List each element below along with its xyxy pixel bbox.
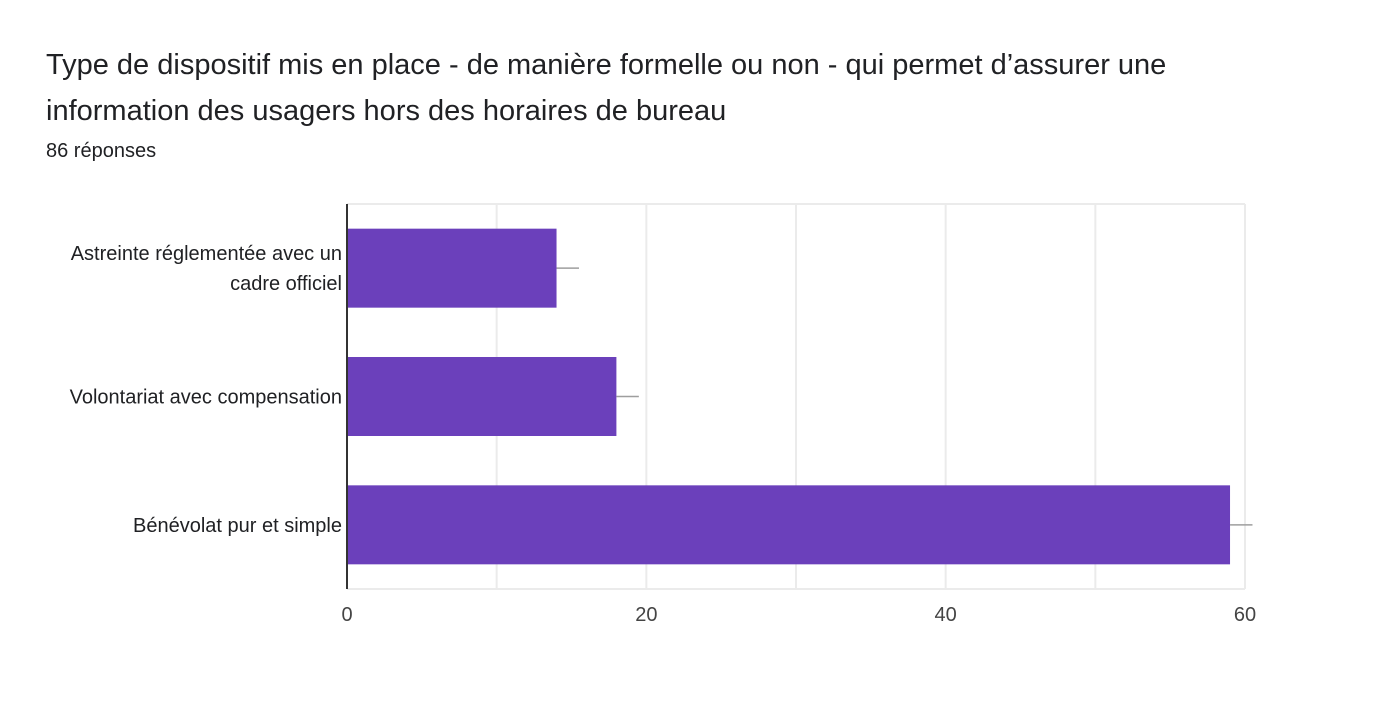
bar-3	[347, 485, 1231, 565]
category-label-1: Astreinte réglementée avec un cadre offic…	[71, 243, 342, 295]
category-label-line: Bénévolat pur et simple	[133, 515, 342, 537]
bars	[347, 228, 1253, 565]
x-tick-label-20: 20	[635, 604, 657, 626]
bar-1	[347, 228, 557, 308]
x-tick-label-60: 60	[1234, 604, 1256, 626]
x-tick-labels: 0 20 40 60	[341, 604, 1256, 626]
bar-2	[347, 357, 617, 436]
category-label-2: Volontariat avec compensation	[70, 387, 342, 409]
category-label-3: Bénévolat pur et simple	[133, 515, 342, 537]
category-label-line: Astreinte réglementée avec un	[71, 243, 342, 265]
chart-title: Type de dispositif mis en place - de man…	[46, 49, 1167, 127]
response-count: 86 réponses	[46, 140, 157, 162]
category-label-line: cadre officiel	[230, 273, 342, 295]
category-label-line: Volontariat avec compensation	[70, 387, 342, 409]
x-tick-label-0: 0	[341, 604, 352, 626]
x-tick-label-40: 40	[935, 604, 957, 626]
category-labels: Astreinte réglementée avec un cadre offic…	[70, 243, 342, 537]
